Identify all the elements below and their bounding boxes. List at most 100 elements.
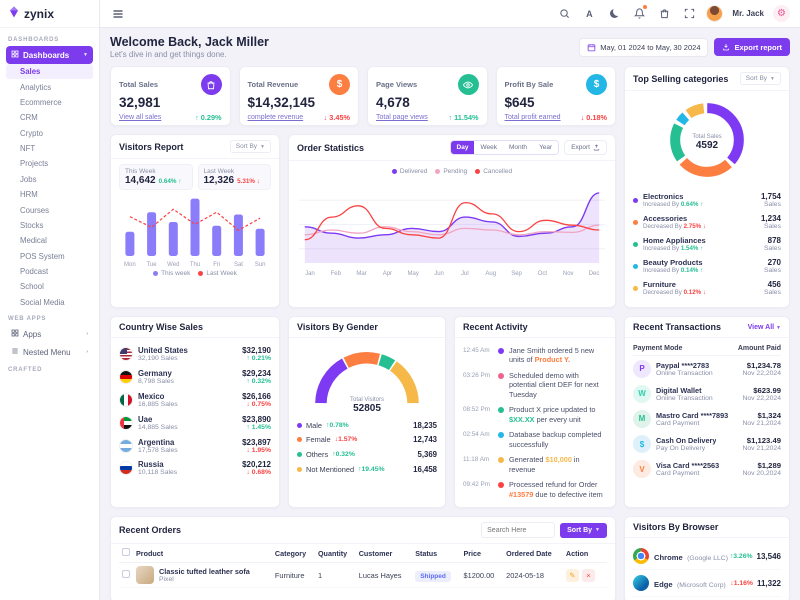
axis-label: Feb <box>330 271 341 277</box>
sidebar-item[interactable]: CRM <box>20 113 38 123</box>
card-title: Recent Transactions <box>633 322 722 332</box>
range-tab[interactable]: Day <box>450 141 475 154</box>
language-icon[interactable]: A <box>586 8 593 19</box>
activity-timeline: 12:45 Am Jane Smith ordered 5 new units … <box>455 338 615 507</box>
browser-company: (Google LLC) <box>687 555 728 562</box>
payment-name: Digital Wallet <box>656 385 702 395</box>
table-row[interactable]: Classic tufted leather sofa Pixel Furnitu… <box>119 562 607 588</box>
payment-date: Nov 22,2024 <box>742 369 781 377</box>
range-tab[interactable]: Month <box>502 141 534 154</box>
search-icon[interactable] <box>556 6 572 22</box>
logo[interactable]: zynix <box>0 0 99 28</box>
activity-text: Product X price updated to $XX.XX per ev… <box>509 405 596 424</box>
sidebar-item[interactable]: Jobs <box>20 174 37 184</box>
sidebar-item-dashboards[interactable]: Dashboards ▼ <box>6 46 93 64</box>
sidebar-item[interactable]: School <box>20 282 44 292</box>
column-header[interactable]: Category <box>271 544 315 563</box>
payment-method-icon: V <box>633 460 651 479</box>
sidebar-item[interactable]: Analytics <box>20 82 52 92</box>
sidebar-item[interactable]: NFT <box>20 144 36 154</box>
export-icon <box>593 144 600 151</box>
theme-moon-icon[interactable] <box>606 6 622 22</box>
transaction-row[interactable]: V Visa Card ****2563 Card Payment $1,289… <box>633 457 781 482</box>
transaction-row[interactable]: W Digital Wallet Online Transaction $623… <box>633 381 781 406</box>
search-input[interactable] <box>481 522 556 538</box>
menu-icon[interactable] <box>110 6 126 22</box>
axis-label: Tue <box>146 262 157 268</box>
this-week-stat: This Week 14,642 0.64% ↑ <box>119 164 193 190</box>
range-tab[interactable]: Year <box>533 141 559 154</box>
gender-row: Others ↑0.32% 5,369 <box>297 447 437 462</box>
export-button[interactable]: Export <box>564 140 607 155</box>
activity-time: 03:26 Pm <box>463 371 490 379</box>
sidebar-item[interactable]: Courses <box>20 205 50 215</box>
sidebar-item-nested-menu[interactable]: Nested Menu › <box>6 343 93 361</box>
axis-label: Nov <box>562 271 574 277</box>
sidebar-item[interactable]: Ecommerce <box>20 97 62 107</box>
select-all-checkbox[interactable] <box>122 548 130 556</box>
column-header[interactable]: Status <box>412 544 461 563</box>
axis-label: May <box>407 271 419 277</box>
sidebar-item[interactable]: HRM <box>20 190 38 200</box>
category-value: 456 <box>767 280 781 289</box>
column-header[interactable]: Quantity <box>314 544 356 563</box>
user-name[interactable]: Mr. Jack <box>732 9 764 18</box>
chevron-right-icon: › <box>86 349 88 355</box>
country-change: ↑ 1.45% <box>246 423 271 431</box>
order-statistics-chart <box>298 192 606 263</box>
category-dot <box>633 263 638 269</box>
transaction-row[interactable]: $ Cash On Delivery Pay On Delivery $1,12… <box>633 432 781 457</box>
range-tab[interactable]: Week <box>474 141 503 154</box>
delete-icon[interactable]: × <box>581 568 595 582</box>
browser-change: ↓1.16% <box>730 579 753 587</box>
browser-row[interactable]: Chrome (Google LLC) ↑3.26% 13,546 <box>633 543 781 570</box>
sort-by-button[interactable]: Sort By ▼ <box>560 522 607 538</box>
settings-gear-icon[interactable]: ⚙ <box>773 5 790 22</box>
country-name: Mexico <box>138 391 165 401</box>
sidebar-item[interactable]: Sales <box>6 64 93 80</box>
row-checkbox[interactable] <box>122 570 130 578</box>
gender-gauge-chart: Total Visitors 52805 <box>308 345 426 414</box>
kpi-link[interactable]: complete revenue <box>247 114 304 121</box>
export-report-button[interactable]: Export report <box>714 38 790 56</box>
column-header[interactable]: Customer <box>355 544 413 563</box>
notifications-icon[interactable] <box>631 4 648 22</box>
date-range-picker[interactable]: May, 01 2024 to May, 30 2024 <box>579 37 709 57</box>
kpi-link[interactable]: Total page views <box>376 114 428 121</box>
payment-amount: $623.99 <box>753 385 781 395</box>
transaction-row[interactable]: P Paypal ****2783 Online Transaction $1,… <box>633 356 781 381</box>
column-header[interactable]: Action <box>562 544 607 563</box>
column-header[interactable]: Ordered Date <box>503 544 563 563</box>
sort-by-button[interactable]: Sort By ▼ <box>739 72 781 85</box>
sidebar-item[interactable]: Medical <box>20 236 47 246</box>
card-title: Visitors By Browser <box>633 522 719 532</box>
category-name: Electronics <box>643 192 684 201</box>
category-value: 270 <box>767 258 781 267</box>
sidebar-item-apps[interactable]: Apps › <box>6 325 93 343</box>
cart-icon[interactable] <box>656 6 672 22</box>
sidebar-item[interactable]: POS System <box>20 251 65 261</box>
country-flag <box>119 370 133 385</box>
kpi-link[interactable]: Total profit earned <box>504 114 561 121</box>
kpi-link[interactable]: View all sales <box>119 114 162 121</box>
browser-row[interactable]: Edge (Microsoft Corp) ↓1.16% 11,322 <box>633 570 781 597</box>
view-all-link[interactable]: View All ▼ <box>747 323 781 331</box>
bar-chart-x-axis: Mon Tue Wed Thu Fri Sat Sun <box>119 262 271 268</box>
transaction-row[interactable]: M Mastro Card ****7893 Card Payment $1,3… <box>633 406 781 431</box>
sidebar-item[interactable]: Social Media <box>20 297 65 307</box>
sidebar-item[interactable]: Stocks <box>20 220 44 230</box>
axis-label: Sun <box>254 262 266 268</box>
legend-item: Delivered <box>391 168 427 175</box>
sidebar-dashboards-submenu: Sales Analytics Ecommerce CRM Crypto NFT Proje… <box>6 64 93 310</box>
category-name: Accessories <box>643 214 688 223</box>
sidebar-item[interactable]: Crypto <box>20 128 43 138</box>
fullscreen-icon[interactable] <box>681 6 697 22</box>
column-header[interactable]: Price <box>460 544 504 563</box>
sort-by-button[interactable]: Sort By ▼ <box>229 140 271 153</box>
kpi-card-total-sales: Total Sales 32,981 View all sales ↑ 0.29… <box>110 66 231 126</box>
avatar[interactable] <box>706 5 724 22</box>
column-header[interactable]: Product <box>133 544 272 563</box>
sidebar-item[interactable]: Projects <box>20 159 49 169</box>
edit-icon[interactable]: ✎ <box>565 568 579 582</box>
sidebar-item[interactable]: Podcast <box>20 267 49 277</box>
